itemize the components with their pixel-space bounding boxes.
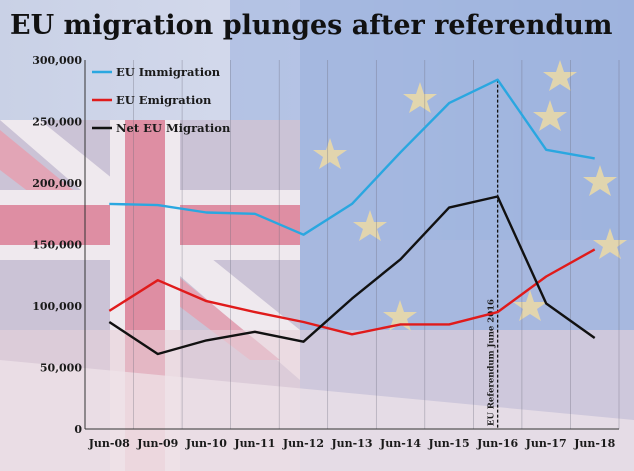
x-tick-label: Jun-11 [233, 437, 275, 450]
x-tick-label: Jun-17 [525, 437, 567, 450]
x-tick-label: Jun-08 [88, 437, 130, 450]
y-tick-label: 100,000 [32, 300, 82, 313]
x-tick-label: Jun-13 [330, 437, 372, 450]
x-tick-label: Jun-18 [573, 437, 615, 450]
x-tick-label: Jun-14 [379, 437, 421, 450]
x-tick-label: Jun-09 [136, 437, 178, 450]
legend-label: EU Emigration [116, 93, 212, 107]
referendum-label: EU Referendum June 2016 [487, 299, 497, 426]
y-tick-label: 300,000 [32, 54, 82, 67]
series-line-eu-emigration [108, 248, 596, 336]
chart-title: EU migration plunges after referendum [10, 10, 612, 41]
series-line-net-eu-migration [108, 195, 596, 356]
y-tick-label: 250,000 [32, 116, 82, 129]
legend: EU Immigration EU Emigration Net EU Migrat… [92, 65, 231, 135]
y-tick-labels: 0 50,000 100,000 150,000 200,000 250,000 300,0… [32, 54, 82, 436]
referendum-annotation: EU Referendum June 2016 [487, 79, 499, 429]
legend-label: Net EU Migration [116, 121, 231, 135]
y-tick-label: 0 [74, 423, 82, 436]
y-tick-label: 50,000 [40, 362, 82, 375]
x-tick-label: Jun-12 [282, 437, 324, 450]
y-tick-label: 150,000 [32, 239, 82, 252]
series-lines [108, 78, 596, 356]
x-tick-label: Jun-10 [185, 437, 227, 450]
series-line-eu-immigration [109, 78, 595, 236]
legend-label: EU Immigration [116, 65, 221, 79]
x-tick-labels: Jun-08 Jun-09 Jun-10 Jun-11 Jun-12 Jun-13 Jun-… [88, 437, 616, 450]
y-tick-label: 200,000 [32, 177, 82, 190]
axes [84, 60, 619, 430]
x-tick-label: Jun-16 [476, 437, 518, 450]
x-tick-label: Jun-15 [428, 437, 470, 450]
